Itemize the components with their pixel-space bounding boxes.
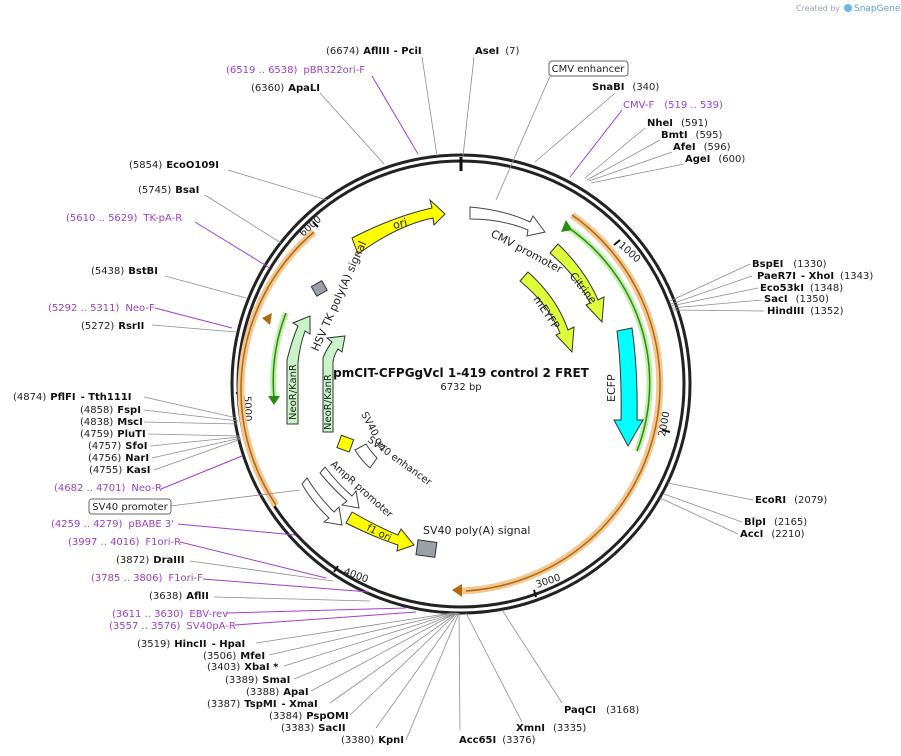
site-bstbi: (5438) BstBI <box>91 266 158 277</box>
primer-sv40pa-r: (3557 .. 3576) SV40pA-R <box>109 621 236 632</box>
site-draiii: (3872) DraIII <box>116 555 184 566</box>
site-snabi: SnaBI (340) <box>592 82 659 93</box>
sv40-promoter-leader <box>169 489 301 507</box>
site-sacii: (3383) SacII <box>281 723 346 734</box>
site-hincii: (3519) HincII - HpaI <box>137 639 245 650</box>
site-fspi: (4858) FspI <box>80 405 141 416</box>
sv40-enhancer-label: SV40 enhancer <box>365 435 434 489</box>
orange-arc-left <box>240 231 315 506</box>
site-kpni: (3380) KpnI <box>341 735 404 746</box>
neor-arrow-inner <box>322 335 346 433</box>
site-tspmi: (3387) TspMI - XmaI <box>207 699 318 710</box>
primer-cmv-f: CMV-F (519 .. 539) <box>623 100 723 111</box>
primer-neo-f: (5292 .. 5311) Neo-F <box>48 303 155 314</box>
site-apali: (6360) ApaLI <box>251 83 320 94</box>
sv40-polya-box <box>415 539 438 558</box>
site-pluti: (4759) PluTI <box>80 429 146 440</box>
site-mfei: (3506) MfeI <box>203 651 265 662</box>
tick-marks <box>236 221 671 598</box>
hsv-tk-polya-label: HSV TK poly(A) signal <box>309 239 369 353</box>
ori-arrow <box>351 198 446 255</box>
site-blpi: BlpI (2165) <box>744 517 807 528</box>
site-bspei: BspEI (1330) <box>752 259 827 270</box>
site-apai: (3388) ApaI <box>246 687 309 698</box>
tick-label-5000: 5000 <box>241 396 253 422</box>
cmv-enhancer-box <box>548 60 629 77</box>
backbone-outer <box>230 153 692 615</box>
primer-f1ori-r: (3997 .. 4016) F1ori-R <box>68 537 181 548</box>
site-asei: AseI (7) <box>475 46 519 57</box>
credit-prefix: Created by <box>796 4 840 13</box>
site-msci: (4838) MscI <box>80 417 143 428</box>
orange-arc-left-head <box>262 313 272 325</box>
orange-arc-right-head <box>452 584 462 597</box>
site-aflii: (3638) AflII <box>149 591 209 602</box>
primer-neo-r: (4682 .. 4701) Neo-R <box>54 483 162 494</box>
site-hindiii: HindIII (1352) <box>767 306 844 317</box>
site-rsrii: (5272) RsrII <box>81 321 144 332</box>
f1-ori-arrow <box>345 511 415 552</box>
site-bmti: BmtI (595) <box>661 130 723 141</box>
tick-label-2000: 2000 <box>657 411 672 438</box>
credit-brand: SnapGene <box>854 4 901 14</box>
site-pspomi: (3384) PspOMI <box>269 711 349 722</box>
map-size: 6732 bp <box>440 382 481 393</box>
site-agei: AgeI (600) <box>685 154 745 165</box>
site-smai: (3389) SmaI <box>225 675 290 686</box>
ecfp-arrow <box>613 327 644 448</box>
site-nhei: NheI (591) <box>647 118 708 129</box>
site-sfoi: (4757) SfoI <box>88 441 147 452</box>
sv40-enhancer-box <box>354 443 378 469</box>
neor-arrow-outer <box>286 315 311 425</box>
snapgene-logo-icon <box>844 4 852 12</box>
sv40-polya-label: SV40 poly(A) signal <box>423 524 530 537</box>
green-arc-left <box>272 312 287 399</box>
citrine-arrow <box>549 243 605 324</box>
ampr-promoter-arrow <box>319 466 360 509</box>
site-nari: (4756) NarI <box>88 453 149 464</box>
primer-tk-pa-r: (5610 .. 5629) TK-pA-R <box>66 213 182 224</box>
cmv-promoter-arrow <box>469 206 546 237</box>
site-acci: AccI (2210) <box>740 529 805 540</box>
green-arc-left-head <box>268 396 280 405</box>
site-leaders <box>143 56 765 741</box>
ori-label: ori <box>392 216 409 232</box>
site-eco53ki: Eco53kI (1348) <box>760 283 843 294</box>
cmv-enhancer-label: CMV enhancer <box>552 64 626 75</box>
sv40-promoter-arrow <box>301 477 343 526</box>
site-paer7i: PaeR7I - XhoI (1343) <box>757 271 873 282</box>
site-bsai: (5745) BsaI <box>138 185 199 196</box>
neor-label-inner: NeoR/KanR <box>323 374 334 430</box>
green-arc-right <box>565 225 651 452</box>
neor-label-outer: NeoR/KanR <box>288 364 299 420</box>
site-afei: AfeI (596) <box>673 142 731 153</box>
primer-leaders <box>154 75 623 626</box>
sv40-promoter-label: SV40 promoter <box>92 502 168 513</box>
primer-ebv-rev: (3611 .. 3630) EBV-rev <box>112 609 228 620</box>
site-saci: SacI (1350) <box>764 294 829 305</box>
site-xbai: (3403) XbaI * <box>207 662 279 673</box>
site-paqci: PaqCI (3168) <box>564 705 639 716</box>
primer-pbr322ori-f: (6519 .. 6538) pBR322ori-F <box>226 65 365 76</box>
site-acc65i: Acc65I (3376) <box>459 735 536 746</box>
site-kasi: (4755) KasI <box>89 465 150 476</box>
site-ecoo109i: (5854) EcoO109I <box>129 160 219 171</box>
ecfp-label: ECFP <box>605 374 618 402</box>
site-xmni: XmnI (3335) <box>516 723 586 734</box>
hsv-tk-polya-marker <box>310 279 328 297</box>
green-arc-right-head <box>561 220 572 232</box>
orange-arc-right <box>465 214 661 592</box>
meyfp-arrow <box>519 271 575 354</box>
sv40-promoter-box <box>88 498 172 515</box>
primer-pbabe-3: (4259 .. 4279) pBABE 3' <box>51 519 174 530</box>
map-title: pmCIT-CFPGgVcl 1-419 control 2 FRET <box>333 366 590 380</box>
site-ecori: EcoRI (2079) <box>755 495 827 506</box>
cmv-enhancer-leader <box>495 75 551 201</box>
sv40-ori-box <box>336 434 355 453</box>
site-afliii: (6674) AflIII - PciI <box>326 46 422 57</box>
primer-f1ori-f: (3785 .. 3806) F1ori-F <box>91 573 203 584</box>
site-pflfi: (4874) PflFI - Tth111I <box>13 392 132 403</box>
